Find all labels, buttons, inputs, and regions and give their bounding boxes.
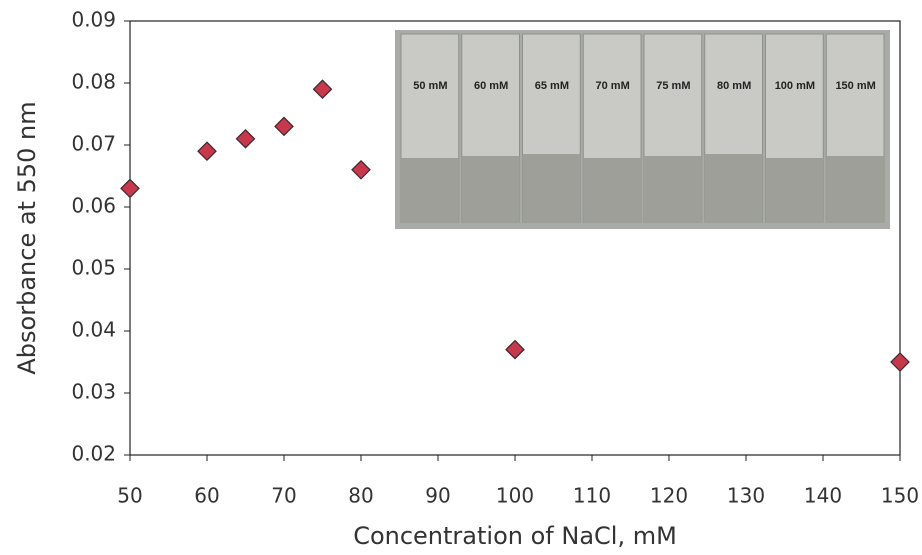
inset-photo: 50 mM 60 mM 65 mM 70 mM 75 mM 80 mM 100 mM 150 … — [395, 30, 890, 229]
tube-liquid — [583, 158, 641, 222]
y-axis-title: Absorbance at 550 nm — [13, 101, 41, 374]
data-point — [197, 141, 217, 162]
x-tick-label: 90 — [425, 484, 450, 508]
tube-liquid — [401, 158, 459, 222]
y-tick-label: 0.04 — [71, 318, 116, 342]
x-tick-label: 50 — [117, 484, 142, 508]
y-tick-label: 0.08 — [71, 70, 116, 94]
tube-liquid — [522, 154, 581, 222]
data-point — [505, 339, 525, 360]
inset-label: 100 mM — [775, 80, 815, 92]
x-tick-label: 150 — [881, 484, 919, 508]
inset-label: 75 mM — [656, 80, 690, 92]
tube-liquid — [644, 156, 702, 222]
y-tick-label: 0.05 — [71, 256, 116, 280]
data-point — [351, 159, 371, 180]
x-tick-label: 120 — [650, 484, 688, 508]
tube-liquid — [765, 158, 824, 222]
inset-label: 65 mM — [535, 80, 569, 92]
x-tick-label: 70 — [271, 484, 296, 508]
inset-label: 150 mM — [835, 80, 875, 92]
x-tick-label: 80 — [348, 484, 373, 508]
inset-label: 70 mM — [596, 80, 630, 92]
data-point — [890, 352, 910, 372]
inset-label: 50 mM — [413, 80, 447, 92]
x-tick-label: 110 — [573, 484, 611, 508]
inset-label: 60 mM — [474, 80, 508, 92]
y-tick-label: 0.02 — [71, 442, 116, 466]
inset-label: 80 mM — [717, 80, 751, 92]
x-tick-label: 140 — [804, 484, 842, 508]
tube-liquid — [826, 156, 884, 222]
data-point — [274, 116, 294, 137]
x-tick-label: 60 — [194, 484, 219, 508]
y-tick-label: 0.07 — [71, 132, 116, 156]
y-tick-label: 0.06 — [71, 194, 116, 218]
x-tick-label: 100 — [496, 484, 534, 508]
y-tick-label: 0.09 — [71, 8, 116, 32]
data-point — [120, 178, 140, 199]
x-axis-title: Concentration of NaCl, mM — [353, 522, 677, 550]
y-tick-label: 0.03 — [71, 380, 116, 404]
data-point — [235, 128, 256, 149]
data-point — [312, 79, 333, 100]
tube-liquid — [461, 156, 520, 222]
x-tick-label: 130 — [727, 484, 765, 508]
tube-liquid — [704, 154, 763, 222]
